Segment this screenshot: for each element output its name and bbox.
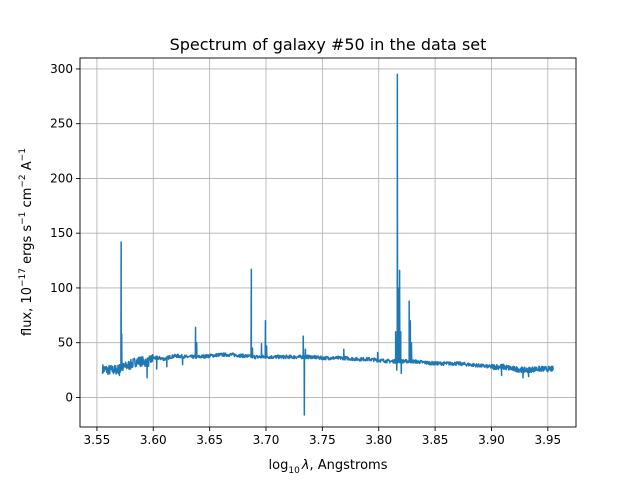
- x-tick-label: 3.60: [140, 433, 167, 447]
- y-axis-label-part: ergs s: [20, 225, 35, 268]
- y-axis-label-superscript: −2: [18, 174, 28, 187]
- y-axis-label-superscript: −17: [18, 268, 28, 287]
- x-tick-label: 3.55: [84, 433, 111, 447]
- axes-frame: [79, 57, 577, 428]
- x-axis-label: log10 λ, Angstroms: [269, 458, 388, 476]
- y-axis-label-part: flux, 10: [20, 287, 35, 336]
- spectrum-line: [101, 73, 554, 416]
- x-tick-label: 3.80: [365, 433, 392, 447]
- chart-title: Spectrum of galaxy #50 in the data set: [170, 35, 487, 54]
- y-axis-label: flux, 10−17 ergs s−1 cm−2 A−1: [18, 148, 35, 336]
- y-tick-label: 50: [58, 336, 73, 350]
- y-tick-label: 200: [50, 171, 73, 185]
- y-axis-label-part: cm: [20, 188, 35, 212]
- y-axis-label-superscript: −1: [18, 148, 28, 161]
- grid-layer: [80, 58, 576, 427]
- y-tick-label: 100: [50, 281, 73, 295]
- x-tick-label: 3.65: [196, 433, 223, 447]
- y-tick-label: 150: [50, 226, 73, 240]
- y-tick-label: 250: [50, 117, 73, 131]
- axes-layer: 3.55 3.60 3.65 3.70 3.75 3.80 3.85 3.90 3.95 0 50 1…: [50, 57, 577, 447]
- x-axis-label-prefix: log: [269, 458, 289, 473]
- y-tick-label: 0: [65, 390, 73, 404]
- x-tick-label: 3.95: [534, 433, 561, 447]
- y-axis-label-superscript: −1: [18, 212, 28, 225]
- y-axis-label-part: A: [20, 161, 35, 174]
- x-tick-label: 3.90: [478, 433, 505, 447]
- x-axis-label-subscript: 10: [288, 466, 300, 476]
- x-axis-label-suffix: , Angstroms: [310, 458, 388, 473]
- x-tick-label: 3.85: [422, 433, 449, 447]
- plot-layer: [101, 73, 554, 416]
- x-tick-label: 3.75: [309, 433, 336, 447]
- y-tick-label: 300: [50, 62, 73, 76]
- x-axis-label-symbol: λ: [301, 458, 310, 473]
- x-tick-label: 3.70: [253, 433, 280, 447]
